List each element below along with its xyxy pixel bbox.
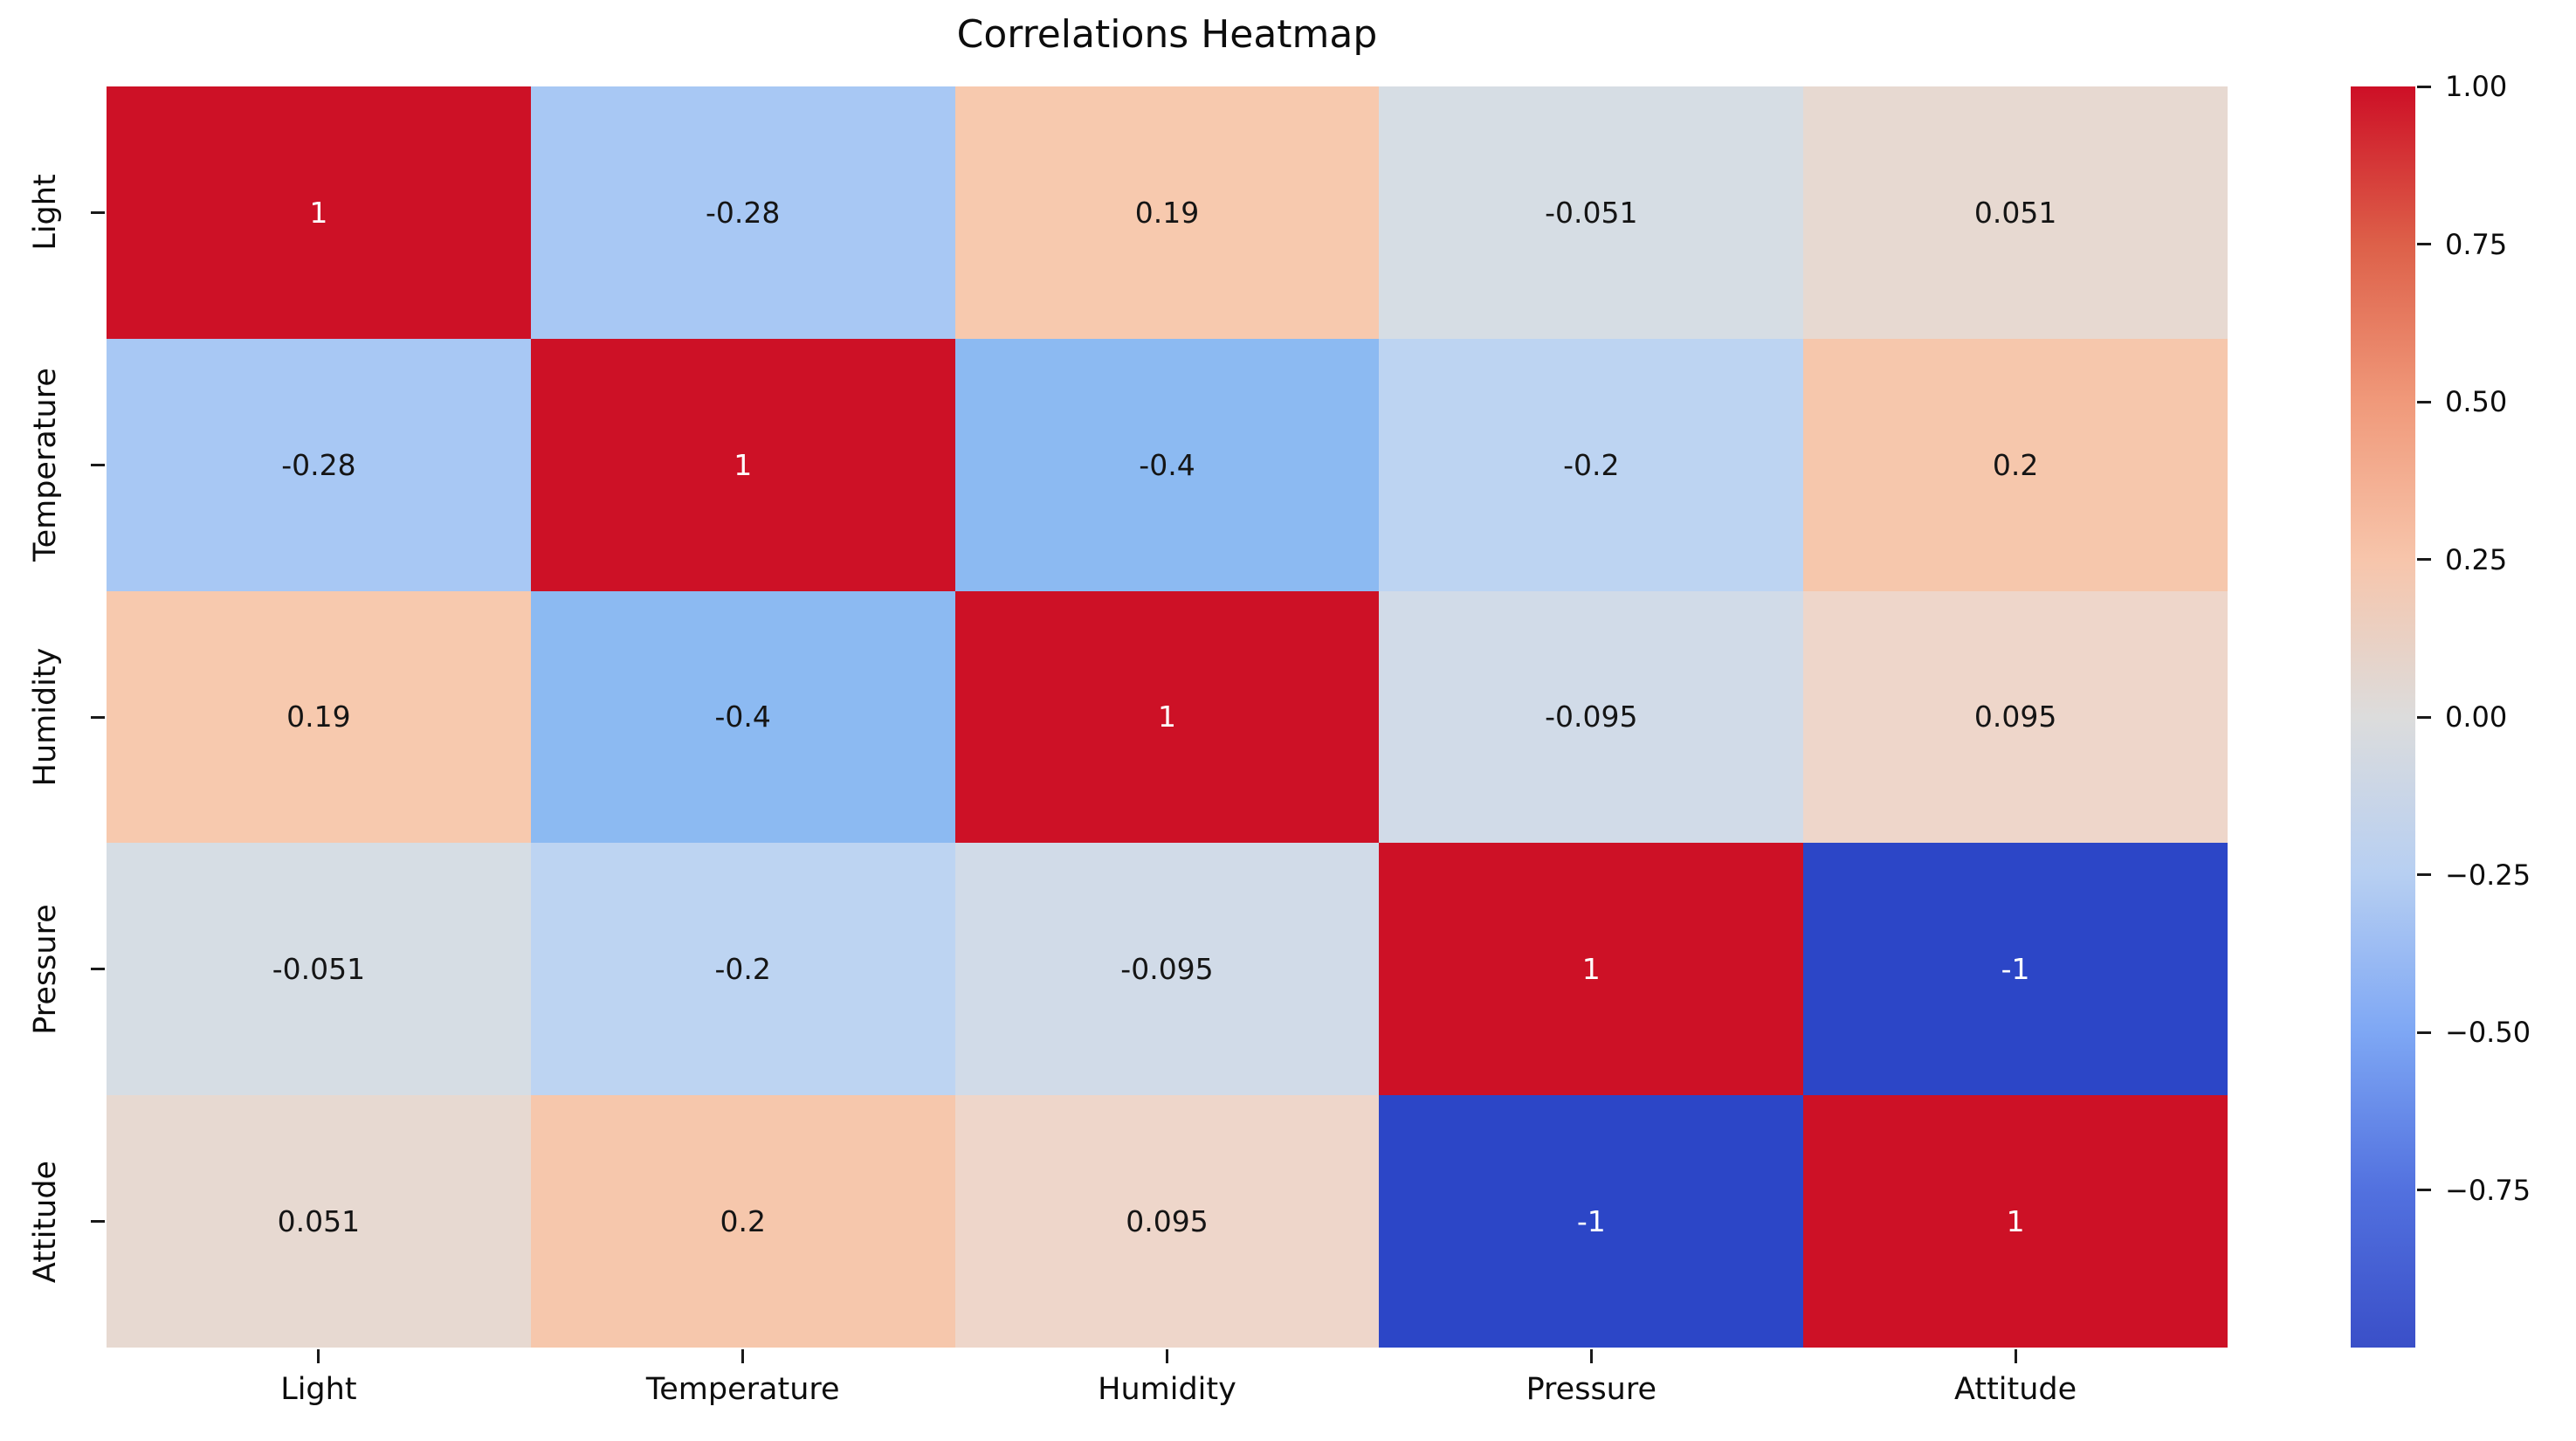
x-tick-label: Temperature xyxy=(645,1372,840,1407)
heatmap-cell: -0.2 xyxy=(1379,338,1804,591)
y-tick-label: Light xyxy=(28,174,63,252)
colorbar-tick-label: 0.75 xyxy=(2445,227,2508,261)
colorbar-tick-label: 1.00 xyxy=(2445,70,2508,103)
colorbar-tick-mark xyxy=(2417,1189,2431,1191)
heatmap-cell: -1 xyxy=(1379,1095,1804,1348)
heatmap-cell: 1 xyxy=(1803,1095,2228,1348)
colorbar-tick-label: 0.00 xyxy=(2445,700,2508,734)
heatmap-cell: 1 xyxy=(954,590,1380,844)
colorbar-tick-mark xyxy=(2417,715,2431,719)
heatmap-cell: -0.4 xyxy=(530,590,955,844)
heatmap-cell: -1 xyxy=(1803,843,2228,1096)
heatmap-cell: 0.19 xyxy=(954,86,1380,339)
y-tick-label: Temperature xyxy=(28,368,63,562)
heatmap-cell: -0.2 xyxy=(530,843,955,1096)
y-tick-label: Pressure xyxy=(28,904,63,1035)
heatmap-grid: 1 -0.28 0.19 -0.051 0.051 -0.28 1 -0.4 -0.2 0.2 0.… xyxy=(107,86,2228,1348)
heatmap-cell: 0.2 xyxy=(530,1095,955,1348)
x-tick-mark xyxy=(2014,1349,2017,1363)
colorbar-tick-mark xyxy=(2417,85,2431,88)
colorbar-tick-mark xyxy=(2417,400,2431,403)
colorbar xyxy=(2351,86,2415,1348)
heatmap-cell: 0.051 xyxy=(1803,86,2228,339)
colorbar-tick-label: −0.25 xyxy=(2445,858,2531,892)
heatmap-cell: -0.095 xyxy=(1379,590,1804,844)
colorbar-tick-label: 0.50 xyxy=(2445,385,2508,418)
heatmap-cell: -0.28 xyxy=(107,338,531,591)
x-tick-mark xyxy=(1589,1349,1593,1363)
x-tick-mark xyxy=(741,1349,745,1363)
y-tick-mark xyxy=(91,715,105,719)
heatmap-cell: -0.051 xyxy=(1379,86,1804,339)
heatmap-cell: -0.28 xyxy=(530,86,955,339)
x-tick-mark xyxy=(1166,1349,1168,1363)
colorbar-tick-label: −0.50 xyxy=(2445,1016,2531,1049)
x-tick-mark xyxy=(317,1349,320,1363)
colorbar-tick-mark xyxy=(2417,558,2431,561)
colorbar-tick-mark xyxy=(2417,243,2431,245)
heatmap-cell: 0.2 xyxy=(1803,338,2228,591)
x-tick-label: Attitude xyxy=(1954,1372,2077,1407)
x-tick-label: Pressure xyxy=(1526,1372,1657,1407)
y-tick-label: Humidity xyxy=(28,647,63,787)
heatmap-cell: 0.095 xyxy=(954,1095,1380,1348)
heatmap-cell: 1 xyxy=(1379,843,1804,1096)
heatmap-cell: 1 xyxy=(530,338,955,591)
colorbar-tick-label: 0.25 xyxy=(2445,542,2508,576)
chart-title: Correlations Heatmap xyxy=(956,12,1378,57)
heatmap-cell: 0.051 xyxy=(107,1095,531,1348)
colorbar-tick-mark xyxy=(2417,873,2431,876)
heatmap-cell: -0.051 xyxy=(107,843,531,1096)
y-tick-label: Attitude xyxy=(28,1160,63,1283)
y-tick-mark xyxy=(91,1220,105,1224)
y-tick-mark xyxy=(91,210,105,214)
colorbar-tick-label: −0.75 xyxy=(2445,1173,2531,1207)
heatmap-cell: 0.19 xyxy=(107,590,531,844)
heatmap-cell: -0.4 xyxy=(954,338,1380,591)
x-tick-label: Light xyxy=(280,1372,357,1407)
heatmap-cell: 1 xyxy=(107,86,531,339)
colorbar-tick-mark xyxy=(2417,1031,2431,1034)
heatmap-cell: -0.095 xyxy=(954,843,1380,1096)
heatmap-cell: 0.095 xyxy=(1803,590,2228,844)
y-tick-mark xyxy=(91,463,105,466)
y-tick-mark xyxy=(91,968,105,971)
x-tick-label: Humidity xyxy=(1098,1372,1236,1407)
